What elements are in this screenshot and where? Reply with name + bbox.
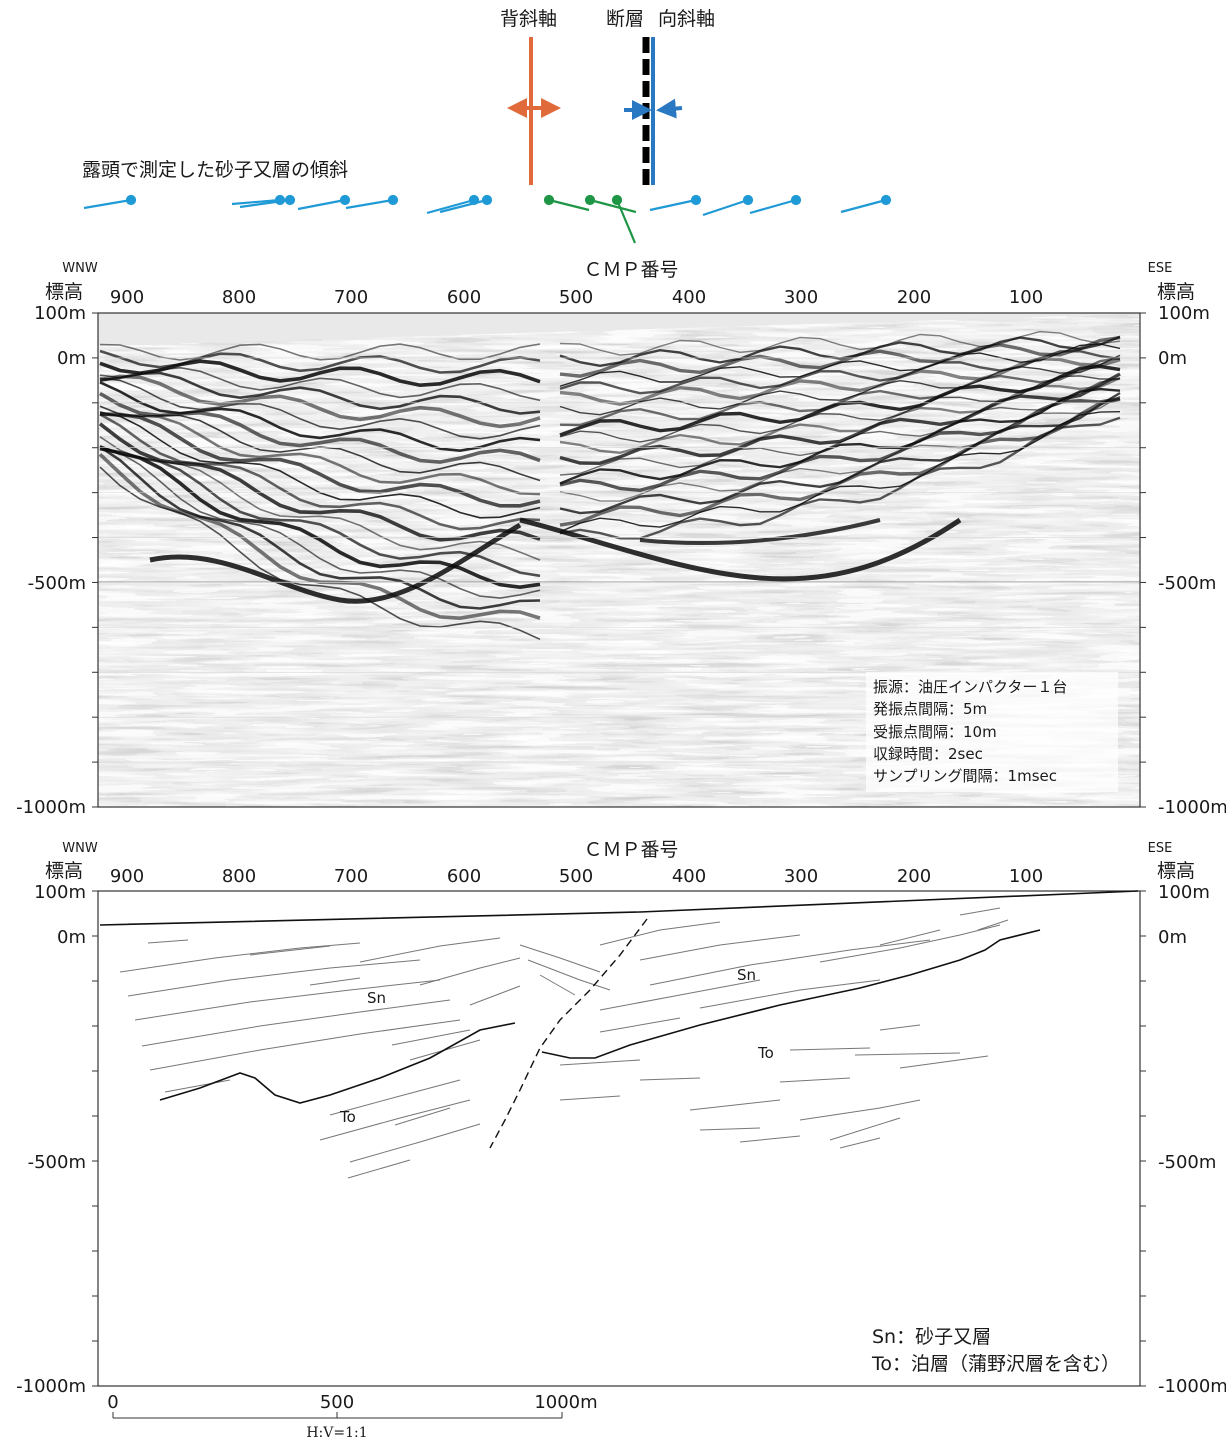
interp-left-direction: WNW [62,841,98,856]
outcrop-dip-label: 露頭で測定した砂子又層の傾斜 [82,159,348,181]
interp-depth-left-500: -500m [28,1152,86,1173]
interp-frame [97,890,1141,1387]
seismic-cmp-tick-600: 600 [447,287,481,308]
interp-fault-trace [489,918,648,1149]
interp-ground-surface [99,890,1139,926]
seismic-depth-right-100: 100m [1158,303,1210,324]
acquisition-note-shot-interval: 発振点間隔：5m [873,700,987,718]
seismic-left-elevation-label: 標高 [45,281,83,303]
syncline-axis-symbol [624,37,683,185]
interp-cmp-tick-600: 600 [447,866,481,887]
unit-label-to-east: To [757,1044,774,1062]
unit-label-to-west: To [339,1108,356,1126]
seismic-depth-right-1000: -1000m [1158,797,1226,818]
acquisition-note-receiver-interval: 受振点間隔：10m [873,723,997,741]
interp-depth-axis-right: 100m 0m -500m -1000m [1158,882,1226,1397]
interp-legend: Sn：砂子又層 To：泊層（蒲野沢層を含む） [871,1326,1120,1375]
interpretation-section: ＣＭＰ番号 WNW 標高 ESE 標高 900 800 700 600 500 … [16,839,1226,1397]
seismic-depth-axis-right: 100m 0m -500m -1000m [1158,303,1226,818]
seismic-right-direction: ESE [1148,261,1173,276]
legend-sn: Sn：砂子又層 [872,1326,991,1348]
interp-cmp-tick-800: 800 [222,866,256,887]
acquisition-note-sampling: サンプリング間隔：1msec [873,767,1057,785]
scale-tick-1000: 1000m [534,1392,597,1413]
unit-label-sn-east: Sn [737,966,756,984]
interp-right-direction: ESE [1148,841,1173,856]
interp-right-elevation-label: 標高 [1157,860,1195,882]
interp-cmp-tick-100: 100 [1009,866,1043,887]
interp-depth-right-0: 0m [1158,927,1187,948]
interp-cmp-tick-900: 900 [110,866,144,887]
interp-cmp-tick-200: 200 [897,866,931,887]
interp-cmp-tick-300: 300 [784,866,818,887]
structure-annotations: 背斜軸 断層 向斜軸 露頭で測定した砂子又層の傾斜 [82,8,892,244]
seismic-cmp-tick-100: 100 [1009,287,1043,308]
seismic-depth-right-0: 0m [1158,348,1187,369]
interp-left-elevation-label: 標高 [45,860,83,882]
interp-depth-right-100: 100m [1158,882,1210,903]
interp-unit-boundary-east [541,929,1041,1059]
interp-bedding-traces [119,907,1009,1179]
seismic-cmp-tick-800: 800 [222,287,256,308]
interp-depth-right-1000: -1000m [1158,1376,1226,1397]
seismic-depth-left-500: -500m [28,573,86,594]
seismic-cmp-tick-500: 500 [559,287,593,308]
seismic-depth-left-0: 0m [57,348,86,369]
unit-label-sn-west: Sn [367,989,386,1007]
seismic-right-elevation-label: 標高 [1157,281,1195,303]
acquisition-note-source: 振源：油圧インパクター１台 [873,678,1067,696]
interp-cmp-ticks: 900 800 700 600 500 400 300 200 100 [110,866,1043,887]
scale-ratio: H:V=1:1 [306,1425,367,1441]
anticline-label: 背斜軸 [500,8,557,30]
interp-unit-boundary-west [159,1022,516,1104]
seismic-cmp-tick-300: 300 [784,287,818,308]
interp-depth-left-0: 0m [57,927,86,948]
interp-cmp-tick-700: 700 [334,866,368,887]
interp-cmp-tick-500: 500 [559,866,593,887]
interp-depth-left-100: 100m [34,882,86,903]
outcrop-dip-symbols [83,194,892,244]
seismic-reflection-image [98,313,1140,807]
interp-depth-axis-left: 100m 0m -500m -1000m [16,882,86,1397]
interp-depth-right-500: -500m [1158,1152,1216,1173]
seismic-cmp-tick-200: 200 [897,287,931,308]
scale-tick-500: 500 [320,1392,354,1413]
seismic-cmp-tick-900: 900 [110,287,144,308]
anticline-axis-symbol [507,37,561,185]
seismic-section: ＣＭＰ番号 WNW 標高 ESE 標高 900 800 700 600 500 … [16,259,1226,818]
legend-to: To：泊層（蒲野沢層を含む） [871,1353,1120,1375]
seismic-cmp-tick-700: 700 [334,287,368,308]
interp-depth-left-1000: -1000m [16,1376,86,1397]
seismic-cmp-ticks: 900 800 700 600 500 400 300 200 100 [110,287,1043,308]
scale-tick-0: 0 [107,1392,118,1413]
seismic-cmp-tick-400: 400 [672,287,706,308]
seismic-depth-right-500: -500m [1158,573,1216,594]
acquisition-notes: 振源：油圧インパクター１台 発振点間隔：5m 受振点間隔：10m 収録時間：2s… [866,672,1118,792]
seismic-cmp-axis-title: ＣＭＰ番号 [583,259,678,281]
scale-bar: 0 500 1000m H:V=1:1 [107,1392,597,1441]
seismic-left-direction: WNW [62,261,98,276]
seismic-depth-axis-left: 100m 0m -500m -1000m [16,303,86,818]
interp-cmp-axis-title: ＣＭＰ番号 [583,839,678,861]
acquisition-note-record-length: 収録時間：2sec [873,745,983,763]
interp-cmp-tick-400: 400 [672,866,706,887]
seismic-depth-left-100: 100m [34,303,86,324]
fault-label: 断層 [606,8,644,30]
syncline-label: 向斜軸 [658,8,715,30]
seismic-depth-left-1000: -1000m [16,797,86,818]
